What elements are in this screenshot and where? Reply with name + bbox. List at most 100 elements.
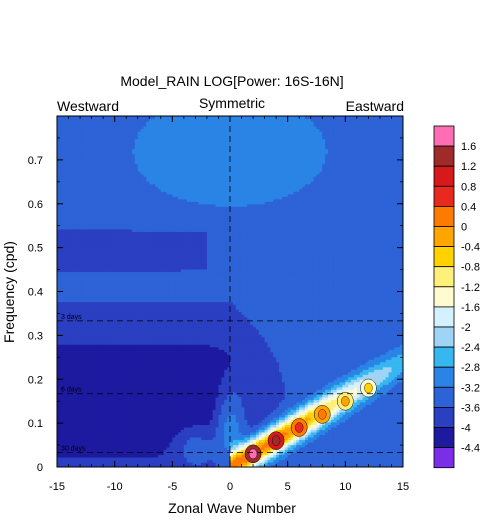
heatmap-cell xyxy=(120,321,124,325)
heatmap-cell xyxy=(65,431,70,436)
heatmap-cell xyxy=(82,233,87,237)
heatmap-cell xyxy=(94,278,98,283)
heatmap-cell xyxy=(120,151,124,155)
heatmap-cell xyxy=(85,173,90,177)
heatmap-cell xyxy=(123,349,127,353)
heatmap-cell xyxy=(82,203,87,207)
heatmap-cell xyxy=(131,436,136,441)
heatmap-cell xyxy=(85,178,90,182)
heatmap-cell xyxy=(85,459,90,463)
heatmap-cell xyxy=(97,294,101,298)
heatmap-cell xyxy=(117,296,122,300)
heatmap-cell xyxy=(126,304,130,308)
heatmap-cell xyxy=(65,456,70,461)
heatmap-cell xyxy=(129,278,133,283)
heatmap-cell xyxy=(117,334,122,338)
heatmap-cell xyxy=(74,379,78,383)
heatmap-cell xyxy=(97,243,101,247)
heatmap-cell xyxy=(71,288,75,293)
heatmap-cell xyxy=(111,464,116,467)
heatmap-cell xyxy=(71,306,75,310)
heatmap-cell xyxy=(77,153,81,157)
heatmap-cell xyxy=(103,161,107,165)
heatmap-cell xyxy=(85,241,90,245)
heatmap-cell xyxy=(65,324,70,328)
heatmap-cell xyxy=(91,446,96,451)
heatmap-cell xyxy=(65,263,70,268)
heatmap-cell xyxy=(117,404,122,408)
heatmap-cell xyxy=(88,311,93,315)
heatmap-cell xyxy=(108,414,113,418)
heatmap-cell xyxy=(80,396,84,400)
heatmap-cell xyxy=(91,238,96,242)
heatmap-cell xyxy=(131,416,136,420)
heatmap-cell xyxy=(62,188,67,192)
heatmap-cell xyxy=(106,148,110,152)
heatmap-cell xyxy=(123,191,127,195)
heatmap-cell xyxy=(129,201,133,205)
heatmap-cell xyxy=(111,439,116,443)
heatmap-cell xyxy=(111,168,116,172)
heatmap-cell xyxy=(80,151,84,155)
heatmap-cell xyxy=(62,208,67,212)
heatmap-cell xyxy=(82,176,87,180)
heatmap-cell xyxy=(111,346,116,350)
heatmap-cell xyxy=(80,208,84,212)
heatmap-cell xyxy=(120,294,124,298)
heatmap-cell xyxy=(120,304,124,308)
heatmap-cell xyxy=(68,203,73,207)
heatmap-cell xyxy=(65,396,70,400)
heatmap-cell xyxy=(103,268,107,273)
heatmap-cell xyxy=(71,419,75,423)
heatmap-cell xyxy=(129,299,133,303)
heatmap-cell xyxy=(68,394,73,398)
heatmap-cell xyxy=(62,329,67,333)
heatmap-cell xyxy=(77,258,81,263)
heatmap-cell xyxy=(131,381,136,385)
heatmap-cell xyxy=(82,141,87,145)
heatmap-cell xyxy=(74,156,78,160)
heatmap-cell xyxy=(80,384,84,388)
heatmap-cell xyxy=(97,253,101,257)
heatmap-cell xyxy=(111,409,116,413)
heatmap-cell xyxy=(129,118,133,122)
heatmap-cell xyxy=(100,294,104,298)
heatmap-cell xyxy=(114,228,119,232)
heatmap-cell xyxy=(71,276,75,280)
heatmap-cell xyxy=(97,211,101,215)
heatmap-cell xyxy=(88,451,93,456)
heatmap-cell xyxy=(80,133,84,137)
heatmap-cell xyxy=(91,409,96,413)
heatmap-cell xyxy=(74,324,78,328)
heatmap-cell xyxy=(111,344,116,348)
heatmap-cell xyxy=(97,296,101,300)
heatmap-cell xyxy=(91,424,96,428)
heatmap-cell xyxy=(88,406,93,410)
heatmap-cell xyxy=(91,218,96,222)
heatmap-cell xyxy=(123,158,127,162)
heatmap-cell xyxy=(111,263,116,268)
heatmap-cell xyxy=(131,331,136,335)
heatmap-cell xyxy=(71,243,75,247)
heatmap-cell xyxy=(71,371,75,375)
heatmap-cell xyxy=(131,321,136,325)
heatmap-cell xyxy=(80,311,84,315)
heatmap-cell xyxy=(126,326,130,330)
heatmap-cell xyxy=(59,386,64,390)
heatmap-cell xyxy=(100,218,104,222)
heatmap-cell xyxy=(88,241,93,245)
heatmap-cell xyxy=(74,351,78,355)
heatmap-cell xyxy=(126,216,130,220)
heatmap-cell xyxy=(108,386,113,390)
heatmap-cell xyxy=(111,349,116,353)
heatmap-cell xyxy=(94,276,98,280)
heatmap-cell xyxy=(91,231,96,235)
heatmap-cell xyxy=(68,206,73,210)
heatmap-cell xyxy=(65,419,70,423)
heatmap-cell xyxy=(80,221,84,225)
heatmap-cell xyxy=(68,278,73,283)
heatmap-cell xyxy=(68,461,73,466)
heatmap-cell xyxy=(129,334,133,338)
heatmap-cell xyxy=(129,261,133,265)
heatmap-cell xyxy=(80,424,84,428)
